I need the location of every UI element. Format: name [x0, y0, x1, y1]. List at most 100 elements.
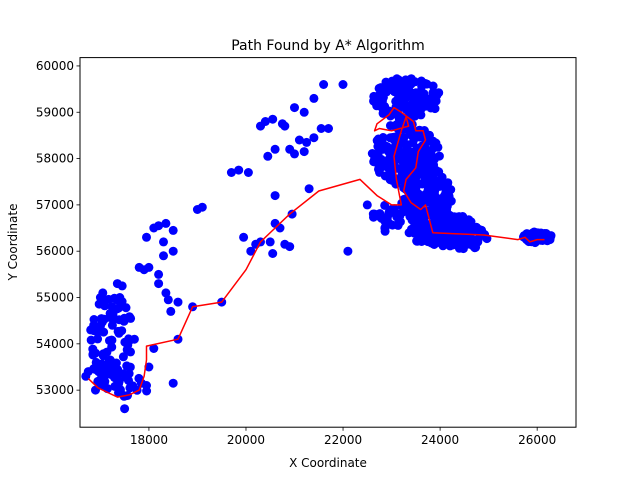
data-point	[126, 347, 135, 357]
data-point	[430, 104, 440, 114]
data-point	[83, 367, 93, 377]
data-point	[434, 238, 444, 247]
data-point	[402, 105, 411, 115]
y-tick-label: 55000	[36, 291, 74, 305]
y-tick-label: 58000	[36, 152, 74, 166]
path-layer	[87, 106, 545, 398]
data-point	[362, 200, 372, 210]
data-point	[370, 209, 380, 219]
data-point	[168, 246, 178, 256]
data-point	[429, 217, 439, 227]
x-tick-label: 20000	[227, 433, 265, 447]
data-point	[166, 306, 176, 316]
data-point	[309, 133, 319, 143]
chart-title: Path Found by A* Algorithm	[231, 38, 425, 54]
data-point	[405, 75, 415, 85]
y-tick-label: 54000	[36, 337, 74, 351]
data-point	[338, 80, 348, 89]
data-point	[128, 381, 138, 391]
data-point	[161, 218, 171, 228]
data-point	[381, 214, 391, 224]
data-point	[168, 225, 178, 235]
data-point	[415, 228, 425, 238]
data-point	[309, 93, 319, 103]
data-point	[446, 185, 456, 195]
x-tick-label: 24000	[421, 433, 459, 447]
data-point	[417, 237, 427, 246]
data-point	[458, 244, 468, 254]
data-point	[423, 230, 433, 240]
data-point	[420, 79, 430, 88]
data-point	[144, 262, 154, 272]
data-point	[110, 305, 120, 314]
data-point	[433, 194, 443, 204]
data-point	[270, 144, 280, 154]
data-point	[260, 117, 270, 126]
data-point	[168, 378, 178, 388]
data-point	[406, 180, 416, 190]
data-point	[120, 337, 130, 347]
data-point	[377, 137, 387, 147]
data-point	[107, 342, 117, 352]
data-point	[98, 349, 108, 359]
data-point	[120, 404, 130, 414]
data-point	[420, 143, 430, 153]
data-point	[263, 151, 273, 161]
data-point	[290, 149, 299, 159]
data-point	[430, 177, 440, 187]
data-point	[414, 99, 424, 109]
data-point	[414, 166, 424, 176]
data-point	[422, 155, 432, 165]
path-line	[87, 106, 545, 398]
y-axis: 53000 54000 55000 56000 57000 58000 59000 60000	[36, 59, 80, 397]
data-point	[429, 208, 438, 218]
data-point	[275, 223, 285, 233]
data-point	[302, 137, 312, 147]
x-tick-label: 26000	[518, 433, 556, 447]
data-point	[106, 335, 116, 345]
data-point	[197, 202, 207, 212]
data-point	[226, 168, 236, 177]
data-point	[114, 376, 124, 386]
data-point	[428, 88, 438, 98]
axes-frame	[79, 57, 577, 428]
data-point	[154, 221, 164, 231]
scatter-points	[81, 74, 556, 414]
data-point	[370, 150, 380, 160]
data-point	[422, 163, 432, 173]
data-point	[424, 130, 434, 140]
data-point	[392, 120, 402, 130]
data-point	[374, 91, 384, 101]
data-point	[412, 211, 422, 221]
data-point	[387, 133, 397, 142]
data-point	[142, 381, 151, 390]
data-point	[93, 334, 103, 344]
data-point	[384, 154, 394, 164]
data-point	[142, 232, 151, 242]
data-point	[270, 191, 280, 201]
data-point	[395, 80, 405, 90]
data-point	[239, 232, 249, 242]
data-point	[99, 314, 109, 324]
data-point	[115, 293, 125, 302]
data-point	[403, 92, 412, 102]
data-point	[299, 147, 309, 157]
data-point	[98, 288, 108, 298]
data-point	[415, 132, 425, 142]
data-point	[545, 233, 555, 243]
data-point	[413, 194, 423, 203]
data-point	[428, 137, 437, 147]
y-tick-label: 60000	[36, 59, 74, 73]
data-point	[285, 242, 295, 252]
data-point	[444, 197, 454, 207]
y-axis-label: Y Coordinate	[6, 204, 20, 282]
data-point	[161, 288, 171, 298]
data-point	[434, 167, 444, 177]
data-point	[299, 107, 309, 117]
data-point	[294, 135, 304, 145]
data-point	[115, 386, 125, 396]
data-point	[437, 180, 447, 190]
data-point	[173, 297, 183, 307]
data-point	[159, 237, 168, 247]
data-point	[104, 356, 114, 366]
